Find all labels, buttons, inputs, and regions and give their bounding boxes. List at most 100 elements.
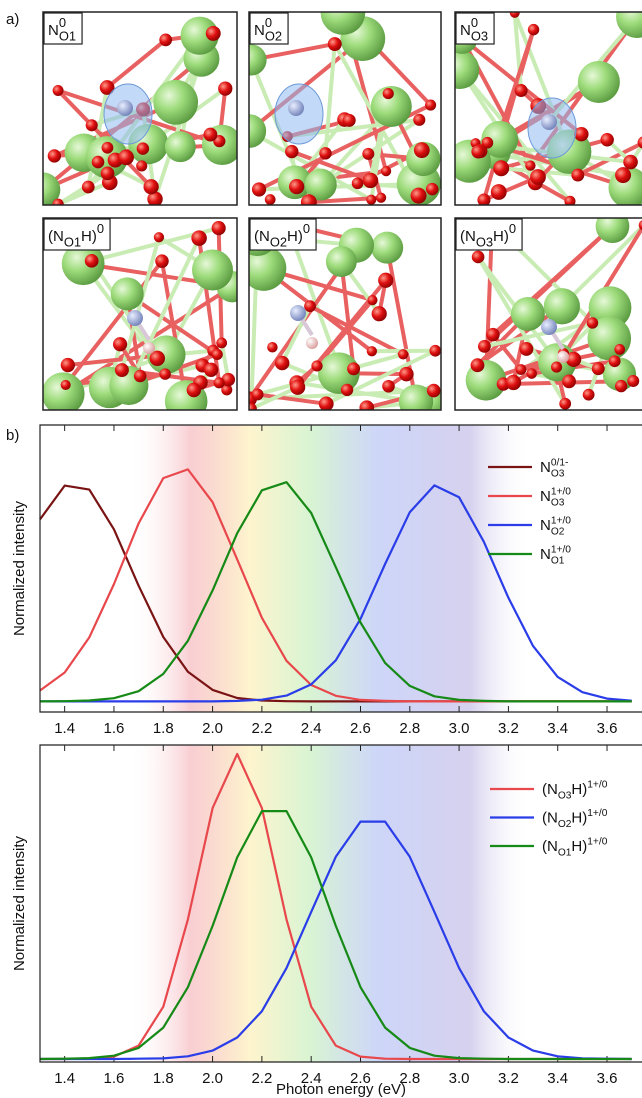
oxygen-atom bbox=[86, 119, 98, 131]
oxygen-atom bbox=[115, 363, 129, 377]
oxygen-atom bbox=[378, 273, 393, 288]
oxygen-atom bbox=[311, 360, 322, 371]
label-part: 1+/0 bbox=[587, 780, 607, 791]
oxygen-atom bbox=[366, 195, 376, 205]
nitrogen-atom bbox=[117, 100, 133, 116]
oxygen-atom bbox=[592, 362, 605, 375]
oxygen-atom bbox=[102, 142, 114, 154]
label-part: N bbox=[254, 22, 265, 39]
metal-atom bbox=[153, 80, 198, 125]
oxygen-atom bbox=[367, 346, 377, 356]
oxygen-atom bbox=[267, 342, 277, 352]
oxygen-atom bbox=[214, 377, 225, 388]
hydrogen-atom bbox=[143, 342, 155, 354]
oxygen-atom bbox=[252, 388, 264, 400]
hydrogen-atom bbox=[306, 337, 318, 349]
oxygen-atom bbox=[486, 328, 499, 341]
x-tick-label: 2.0 bbox=[202, 720, 223, 737]
oxygen-atom bbox=[571, 169, 584, 182]
panel-label: a) bbox=[6, 11, 19, 28]
oxygen-atom bbox=[101, 167, 115, 181]
label-part: O1 bbox=[59, 29, 76, 44]
metal-atom bbox=[326, 246, 357, 277]
oxygen-atom bbox=[478, 340, 491, 353]
oxygen-atom bbox=[398, 349, 408, 359]
oxygen-atom bbox=[159, 33, 172, 46]
oxygen-atom bbox=[218, 81, 232, 95]
label-part: H) bbox=[571, 810, 587, 827]
oxygen-atom bbox=[530, 169, 546, 185]
x-tick-label: 2.0 bbox=[202, 1070, 223, 1087]
oxygen-atom bbox=[61, 380, 71, 390]
oxygen-atom bbox=[551, 362, 562, 373]
label-part: O1 bbox=[551, 556, 565, 567]
panel-label: b) bbox=[6, 427, 19, 444]
x-tick-label: 2.2 bbox=[251, 1070, 272, 1087]
label-part: O3 bbox=[551, 498, 565, 509]
label-part: O2 bbox=[558, 819, 572, 830]
metal-atom bbox=[235, 44, 266, 75]
oxygen-atom bbox=[516, 364, 527, 375]
label-part: H) bbox=[571, 838, 587, 855]
oxygen-atom bbox=[615, 380, 627, 392]
oxygen-atom bbox=[382, 380, 395, 393]
label-part: O2 bbox=[265, 29, 282, 44]
oxygen-atom bbox=[525, 160, 535, 170]
oxygen-atom bbox=[429, 345, 441, 357]
oxygen-atom bbox=[471, 358, 485, 372]
oxygen-atom bbox=[614, 344, 625, 355]
label-part: O2 bbox=[270, 235, 287, 250]
oxygen-atom bbox=[352, 178, 364, 190]
label-part: 1+/0 bbox=[587, 808, 607, 819]
label-part: O3 bbox=[471, 29, 488, 44]
oxygen-atom bbox=[623, 155, 638, 170]
label-part: (N bbox=[254, 228, 270, 245]
x-tick-label: 3.6 bbox=[597, 1070, 618, 1087]
oxygen-atom bbox=[341, 384, 353, 396]
oxygen-atom bbox=[627, 375, 639, 387]
oxygen-atom bbox=[85, 254, 99, 268]
x-tick-label: 1.4 bbox=[54, 720, 75, 737]
label-part: O2 bbox=[551, 527, 565, 538]
oxygen-atom bbox=[304, 300, 316, 312]
oxygen-atom bbox=[92, 156, 105, 169]
oxygen-atom bbox=[61, 358, 75, 372]
label-part: (N bbox=[542, 781, 558, 798]
label-part: O3 bbox=[476, 235, 493, 250]
metal-atom bbox=[544, 288, 580, 324]
x-tick-label: 2.2 bbox=[251, 720, 272, 737]
label-part: 0 bbox=[509, 221, 516, 236]
label-part: N bbox=[460, 22, 471, 39]
x-tick-label: 1.6 bbox=[104, 720, 125, 737]
label-part: O1 bbox=[558, 848, 572, 859]
oxygen-atom bbox=[583, 389, 595, 401]
oxygen-atom bbox=[510, 8, 520, 18]
x-axis-label: Photon energy (eV) bbox=[276, 1081, 406, 1098]
label-part: H) bbox=[493, 228, 509, 245]
oxygen-atom bbox=[212, 221, 226, 235]
oxygen-atom bbox=[528, 24, 539, 35]
label-part: O1 bbox=[64, 235, 81, 250]
label-part: N bbox=[540, 546, 551, 563]
oxygen-atom bbox=[381, 166, 391, 176]
oxygen-atom bbox=[600, 133, 613, 146]
metal-atom bbox=[596, 209, 630, 243]
label-part: (N bbox=[542, 838, 558, 855]
oxygen-atom bbox=[118, 150, 134, 166]
oxygen-atom bbox=[113, 337, 127, 351]
label-part: 0 bbox=[97, 221, 104, 236]
nitrogen-atom bbox=[541, 319, 557, 335]
label-part: 1+/0 bbox=[551, 516, 571, 527]
oxygen-atom bbox=[587, 317, 598, 328]
oxygen-atom bbox=[206, 26, 221, 41]
oxygen-atom bbox=[246, 403, 257, 414]
oxygen-atom bbox=[290, 380, 305, 395]
label-part: N bbox=[540, 517, 551, 534]
metal-atom bbox=[371, 232, 403, 264]
label-part: H) bbox=[287, 228, 303, 245]
y-axis-label: Normalized intensity bbox=[11, 500, 28, 636]
oxygen-atom bbox=[411, 188, 427, 204]
x-tick-label: 3.4 bbox=[547, 1070, 568, 1087]
oxygen-atom bbox=[319, 396, 334, 411]
